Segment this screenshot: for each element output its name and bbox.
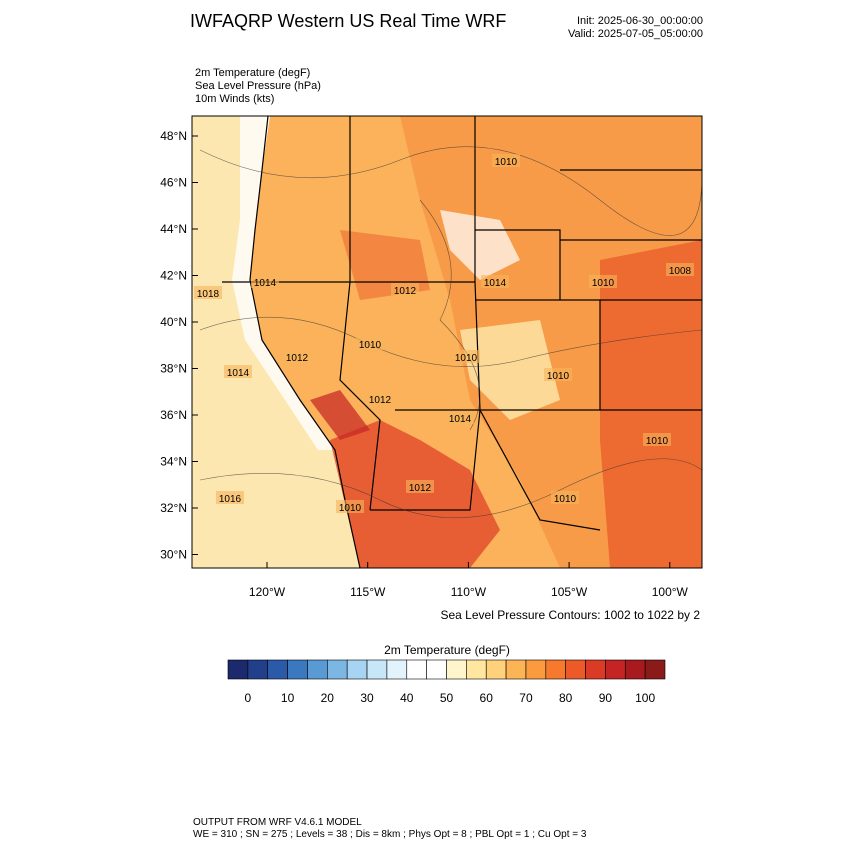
lat-label: 30°N xyxy=(160,548,187,562)
contour-label: 1010 xyxy=(554,494,577,505)
contour-label: 1018 xyxy=(197,289,220,300)
lon-label: 105°W xyxy=(551,585,588,599)
contour-label-box xyxy=(366,392,394,405)
colorbar-box xyxy=(386,659,408,680)
contour-label: 1012 xyxy=(409,483,432,494)
contour-label-box xyxy=(544,368,572,381)
contour-label-box xyxy=(666,263,694,276)
colorbar-box xyxy=(525,659,547,680)
lon-label: 110°W xyxy=(451,585,487,599)
colorbar-box xyxy=(327,659,348,680)
contour-label-box xyxy=(194,286,222,299)
colorbar-box xyxy=(505,659,527,680)
contour-label-box xyxy=(643,433,671,446)
lat-label: 44°N xyxy=(160,222,187,236)
map-frame xyxy=(191,115,703,569)
field-label: Sea Level Pressure (hPa) xyxy=(195,80,321,92)
colorbar-box xyxy=(227,659,249,680)
contour-label: 1012 xyxy=(286,353,309,364)
valid-time: Valid: 2025-07-05_05:00:00 xyxy=(568,28,703,40)
contour-label-box xyxy=(589,275,617,288)
colorbar-label: 80 xyxy=(559,691,573,705)
colorbar-box xyxy=(267,659,288,680)
colorbar-label: 100 xyxy=(635,691,655,705)
colorbar-box xyxy=(446,659,467,680)
colorbar-label: 60 xyxy=(480,691,494,705)
lat-label: 40°N xyxy=(160,315,187,329)
contour-label: 1016 xyxy=(219,494,242,505)
contour-label-box xyxy=(251,275,279,288)
title: IWFAQRP Western US Real Time WRF xyxy=(190,11,506,31)
contour-label: 1012 xyxy=(369,395,392,406)
contour-label: 1010 xyxy=(495,157,518,168)
contour-label: 1010 xyxy=(547,371,570,382)
field-label: 2m Temperature (degF) xyxy=(195,67,310,79)
footer-line: OUTPUT FROM WRF V4.6.1 MODEL xyxy=(193,817,362,828)
colorbar-box xyxy=(485,659,507,680)
colorbar-label: 90 xyxy=(599,691,613,705)
contour-label: 1014 xyxy=(227,368,250,379)
lon-label: 115°W xyxy=(350,585,386,599)
colorbar-box xyxy=(366,659,388,680)
contour-label: 1012 xyxy=(394,286,417,297)
lat-label: 34°N xyxy=(160,455,187,469)
contour-label-box xyxy=(406,480,434,493)
lat-label: 46°N xyxy=(160,176,187,190)
colorbar-label: 30 xyxy=(360,691,374,705)
colorbar-box xyxy=(247,659,269,680)
colorbar-box xyxy=(545,659,566,680)
footer-line: WE = 310 ; SN = 275 ; Levels = 38 ; Dis … xyxy=(193,829,587,840)
colorbar-title: 2m Temperature (degF) xyxy=(384,643,510,657)
contour-label: 1010 xyxy=(339,503,362,514)
colorbar-box xyxy=(307,659,328,680)
colorbar-box xyxy=(605,659,626,680)
colorbar-label: 0 xyxy=(245,691,252,705)
contour-label-box xyxy=(391,283,419,296)
contour-label: 1008 xyxy=(669,266,692,277)
colorbar-label: 50 xyxy=(440,691,454,705)
colorbar-label: 10 xyxy=(281,691,295,705)
colorbar-box xyxy=(426,659,447,680)
contour-label: 1010 xyxy=(592,278,615,289)
contour-label: 1014 xyxy=(484,278,507,289)
contour-note: Sea Level Pressure Contours: 1002 to 102… xyxy=(441,608,701,622)
colorbar-box xyxy=(585,659,606,680)
colorbar-box xyxy=(466,659,487,680)
contour-label: 1010 xyxy=(359,340,382,351)
contour-label-box xyxy=(283,350,311,363)
colorbar-label: 70 xyxy=(519,691,533,705)
colorbar-box xyxy=(644,659,666,680)
lat-label: 48°N xyxy=(160,129,187,143)
lon-label: 100°W xyxy=(652,585,689,599)
contour-label-box xyxy=(481,275,509,288)
colorbar-label: 20 xyxy=(321,691,335,705)
colorbar-box xyxy=(346,659,368,680)
contour-label-box xyxy=(356,337,384,350)
colorbar-label: 40 xyxy=(400,691,414,705)
init-time: Init: 2025-06-30_00:00:00 xyxy=(577,15,703,27)
colorbar-box xyxy=(406,659,427,680)
colorbar-box xyxy=(287,659,308,680)
contour-label: 1010 xyxy=(646,436,669,447)
contour-label-box xyxy=(446,411,474,424)
contour-label-box xyxy=(336,500,364,513)
contour-label: 1010 xyxy=(455,353,478,364)
colorbar-box xyxy=(565,659,586,680)
contour-label: 1014 xyxy=(254,278,277,289)
contour-label-box xyxy=(452,350,480,363)
lon-label: 120°W xyxy=(249,585,286,599)
contour-label-box xyxy=(551,491,579,504)
lat-label: 32°N xyxy=(160,501,187,515)
lat-label: 36°N xyxy=(160,408,187,422)
contour-label-box xyxy=(492,154,520,167)
contour-label: 1014 xyxy=(449,414,472,425)
contour-label-box xyxy=(216,491,244,504)
colorbar-box xyxy=(624,659,646,680)
map-field: 1018 1010 1014 1012 1014 1010 1008 1010 1012 1014… xyxy=(192,116,702,568)
lat-label: 38°N xyxy=(160,362,187,376)
contour-label-box xyxy=(224,365,252,378)
lat-label: 42°N xyxy=(160,269,187,283)
field-label: 10m Winds (kts) xyxy=(195,93,274,105)
